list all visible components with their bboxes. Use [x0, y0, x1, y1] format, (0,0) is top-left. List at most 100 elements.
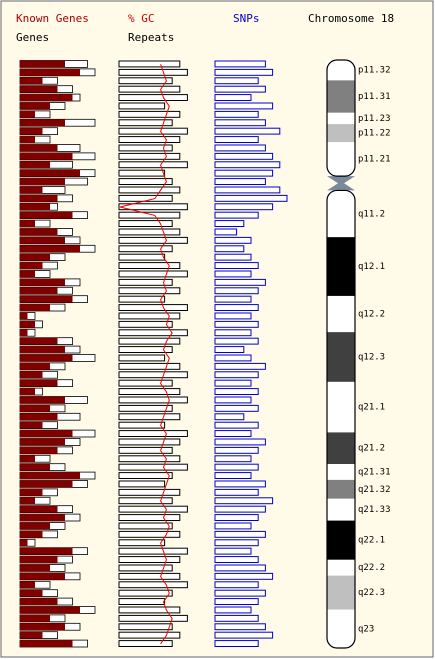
snp-bar: [214, 337, 259, 345]
snp-bar: [214, 312, 252, 320]
repeat-bar: [118, 514, 181, 521]
centromere: [327, 176, 355, 191]
snp-bar: [214, 253, 252, 261]
repeat-bar: [118, 598, 166, 605]
snp-bar: [214, 136, 259, 144]
repeat-bar: [118, 354, 166, 362]
snp-bar: [214, 455, 252, 463]
known-gene-bar: [20, 295, 73, 303]
repeat-bar: [118, 505, 188, 513]
known-gene-bar: [20, 346, 65, 353]
snp-bar: [214, 228, 238, 236]
snp-bar: [214, 396, 252, 404]
repeat-bar: [118, 497, 173, 505]
snp-bar: [214, 539, 259, 547]
repeat-bar: [118, 438, 181, 446]
band: [327, 190, 355, 238]
band: [327, 60, 355, 81]
known-gene-bar: [20, 94, 73, 101]
repeat-bar: [118, 472, 173, 480]
known-gene-bar: [20, 253, 50, 261]
snp-bar: [214, 169, 274, 177]
band: [327, 520, 355, 560]
repeat-bar: [118, 152, 181, 160]
band-label: q23: [358, 624, 374, 634]
band: [327, 295, 355, 333]
snps-header: SNPs: [233, 12, 260, 25]
snp-bar: [214, 304, 259, 312]
band-label: q21.32: [358, 485, 391, 495]
known-gene-bar: [20, 110, 35, 118]
repeat-bar: [118, 556, 181, 563]
snp-bar: [214, 110, 259, 118]
repeat-bar: [118, 320, 173, 328]
known-gene-bar: [20, 161, 50, 169]
known-gene-bar: [20, 211, 73, 219]
repeat-bar: [118, 421, 166, 429]
snp-bar: [214, 346, 245, 354]
repeat-bar: [118, 102, 166, 110]
band: [327, 432, 355, 465]
genes-header: Genes: [16, 31, 49, 44]
snp-bar: [214, 421, 259, 429]
snp-bar: [214, 388, 259, 396]
known-gene-bar: [20, 589, 43, 597]
snp-bar: [214, 245, 245, 253]
known-gene-bar: [20, 564, 50, 572]
repeat-bar: [118, 68, 188, 76]
known-gene-bar: [20, 304, 50, 311]
band: [327, 498, 355, 521]
known-gene-bar: [20, 530, 43, 538]
snp-bar: [214, 379, 252, 387]
repeat-bar: [118, 278, 173, 286]
snp-bar: [214, 329, 252, 337]
snp-bar: [214, 623, 266, 631]
snp-bar: [214, 488, 259, 496]
band-label: p11.22: [358, 129, 391, 139]
snp-bar: [214, 606, 252, 614]
snp-bar: [214, 262, 259, 270]
known-gene-bar: [20, 287, 58, 295]
known-gene-bar: [20, 438, 65, 446]
known-gene-bar: [20, 556, 58, 563]
snp-bar: [214, 547, 252, 555]
known-gene-bar: [20, 178, 65, 185]
repeat-bar: [118, 346, 173, 354]
snp-bar: [214, 581, 259, 589]
snp-bar: [214, 530, 266, 538]
band-label: p11.23: [358, 114, 391, 124]
known-gene-bar: [20, 497, 35, 505]
known-gene-bar: [20, 354, 73, 362]
snp-bar: [214, 211, 259, 219]
snp-bar: [214, 127, 281, 135]
known-gene-bar: [20, 144, 58, 152]
band: [327, 332, 355, 382]
q-arm-outline: [326, 189, 356, 649]
known-gene-bar: [20, 85, 58, 93]
snp-bar: [214, 598, 259, 605]
snp-bar: [214, 354, 252, 362]
known-gene-bar: [20, 614, 50, 622]
snp-bar: [214, 362, 266, 370]
repeat-bar: [118, 127, 188, 135]
known-gene-bar: [20, 396, 65, 404]
repeat-bar: [118, 589, 173, 597]
band: [327, 112, 355, 125]
repeat-bar: [118, 110, 181, 118]
snp-bar: [214, 480, 266, 488]
snp-bar: [214, 60, 266, 68]
known-gene-bar: [20, 472, 80, 479]
snp-bar: [214, 68, 274, 76]
snp-bar: [214, 203, 274, 211]
known-gene-bar: [20, 60, 65, 68]
known-gene-bar: [20, 371, 43, 379]
repeat-bar: [118, 228, 181, 236]
known-gene-bar: [20, 480, 73, 488]
snp-bar: [214, 564, 266, 572]
repeat-bar: [118, 539, 166, 547]
band-label: p11.21: [358, 155, 391, 165]
band: [327, 609, 355, 648]
band: [327, 559, 355, 576]
